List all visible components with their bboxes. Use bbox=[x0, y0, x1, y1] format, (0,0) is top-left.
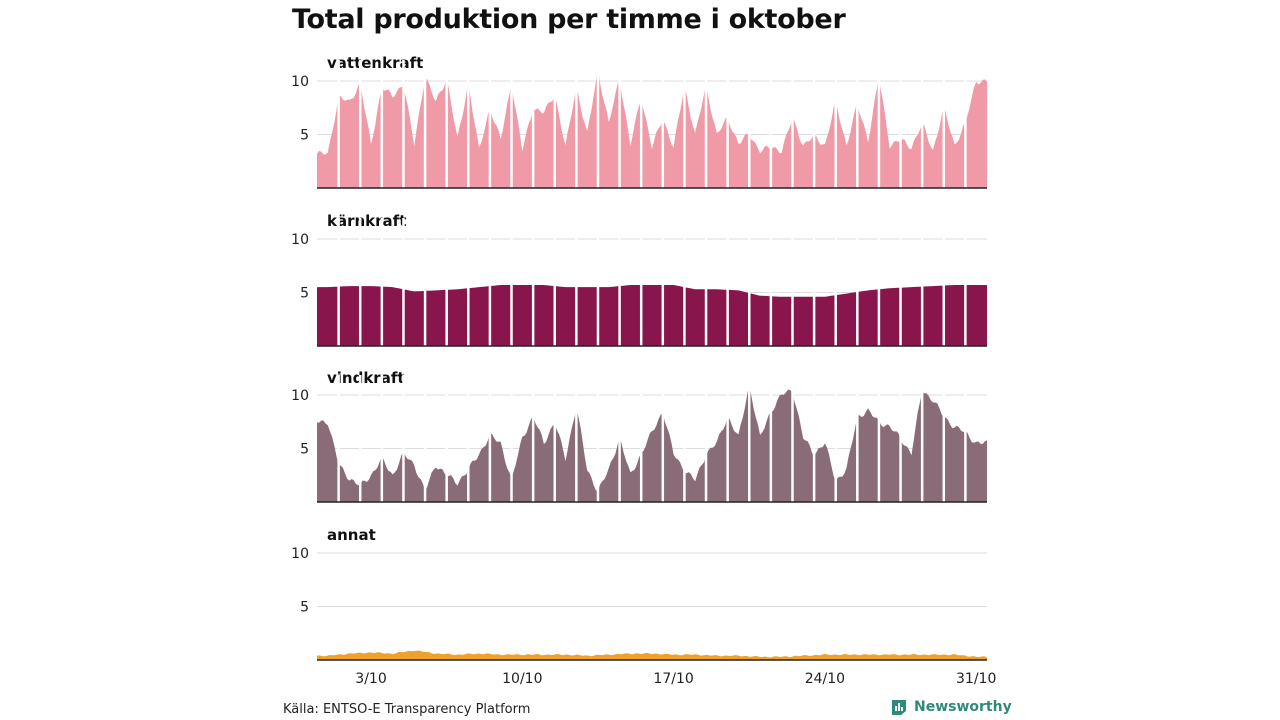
x-tick-label: 24/10 bbox=[805, 671, 845, 687]
area-karnkraft bbox=[317, 285, 987, 346]
brand-logo: Newsworthy bbox=[890, 698, 1012, 716]
x-tick-label: 17/10 bbox=[653, 671, 693, 687]
y-tick-label: 10 bbox=[291, 232, 309, 248]
bar-chart-icon bbox=[892, 700, 906, 715]
chart-title: Total produktion per timme i oktober bbox=[292, 4, 846, 35]
x-tick-label: 10/10 bbox=[502, 671, 542, 687]
series-label: vattenkraft bbox=[327, 54, 423, 72]
panel-karnkraft: 5 10 kärnkraft bbox=[291, 212, 987, 347]
area-vindkraft bbox=[317, 383, 987, 502]
brand-name: Newsworthy bbox=[914, 699, 1012, 715]
chart: 5 10 vattenkraft 5 10 kärnkraft 5 10 vindkraft 5 1… bbox=[291, 54, 996, 687]
y-tick-label: 5 bbox=[300, 442, 309, 458]
area-vattenkraft bbox=[317, 69, 987, 188]
series-label: annat bbox=[327, 526, 376, 544]
panel-vattenkraft: 5 10 vattenkraft bbox=[291, 54, 987, 189]
y-tick-label: 10 bbox=[291, 74, 309, 90]
y-tick-label: 5 bbox=[300, 600, 309, 616]
panel-vindkraft: 5 10 vindkraft bbox=[291, 369, 987, 503]
area-annat bbox=[317, 650, 987, 660]
y-tick-label: 10 bbox=[291, 388, 309, 404]
y-tick-label: 10 bbox=[291, 546, 309, 562]
x-tick-label: 3/10 bbox=[355, 671, 386, 687]
series-label: vindkraft bbox=[327, 369, 405, 387]
x-tick-label: 31/10 bbox=[956, 671, 996, 687]
y-tick-label: 5 bbox=[300, 286, 309, 302]
source-note: Källa: ENTSO-E Transparency Platform bbox=[283, 702, 531, 717]
series-label: kärnkraft bbox=[327, 212, 406, 230]
y-tick-label: 5 bbox=[300, 128, 309, 144]
panel-annat: 5 10 annat bbox=[291, 526, 987, 661]
